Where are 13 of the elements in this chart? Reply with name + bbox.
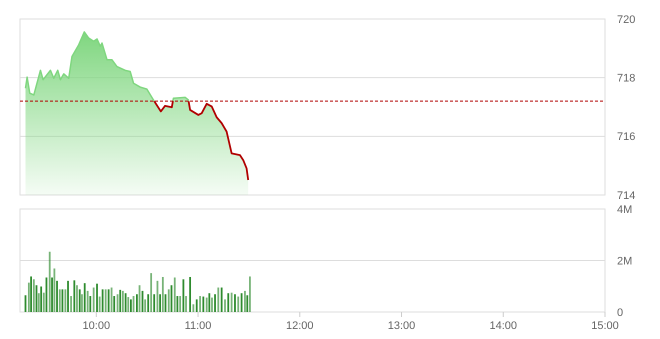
- x-tick-label: 11:00: [184, 320, 212, 332]
- y-tick-label: 716: [617, 131, 636, 144]
- y-tick-label: 720: [617, 14, 636, 26]
- x-tick-label: 12:00: [286, 320, 314, 332]
- y-tick-label: 0: [617, 306, 624, 319]
- y-tick-label: 714: [617, 190, 636, 202]
- x-tick-label: 13:00: [388, 320, 416, 332]
- y-tick-label: 4M: [617, 204, 632, 216]
- x-tick-label: 15:00: [591, 320, 619, 332]
- y-tick-label: 718: [617, 72, 636, 85]
- x-tick-label: 14:00: [489, 320, 518, 332]
- x-tick-label: 10:00: [82, 320, 110, 332]
- y-tick-label: 2M: [617, 255, 632, 268]
